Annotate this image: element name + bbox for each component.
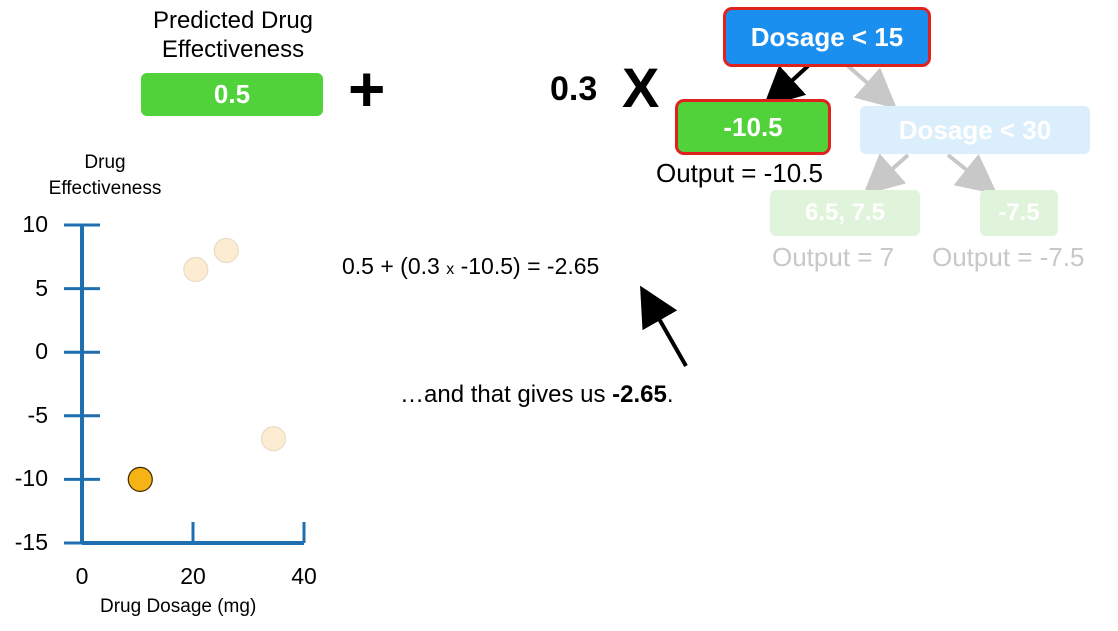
x-tick-label: 20 — [180, 563, 206, 589]
x-axis-label: Drug Dosage (mg) — [100, 596, 257, 617]
tree-left-leaf: -10.5 — [678, 102, 828, 152]
y-tick-label: -10 — [14, 465, 48, 492]
y-tick-label: -15 — [14, 529, 48, 555]
learning-rate: 0.3 — [550, 70, 598, 108]
highlighted-data-point — [127, 466, 153, 492]
predicted-value-box: 0.5 — [141, 73, 323, 116]
tree-root-node: Dosage < 15 — [726, 10, 928, 64]
caption: …and that gives us -2.65. — [400, 381, 674, 409]
multiply-sign: X — [622, 56, 660, 119]
y-tick-label: 0 — [35, 338, 48, 365]
caption-suffix: . — [666, 381, 674, 408]
arrow-right-right — [946, 153, 998, 195]
arrow-to-result — [640, 285, 688, 367]
y-axis-label: Drug Effectiveness — [48, 152, 162, 199]
predicted-effectiveness-title: Predicted Drug Effectiveness — [152, 7, 314, 63]
equation: 0.5 + (0.3 x -10.5) = -2.65 — [342, 253, 599, 280]
caption-prefix: …and that gives us — [400, 381, 613, 408]
y-tick-label: 5 — [35, 274, 48, 301]
equation-right: -10.5) = -2.65 — [460, 253, 600, 279]
tree-right-node: Dosage < 30 — [860, 106, 1090, 154]
data-point — [260, 426, 287, 452]
y-tick-label: -5 — [27, 401, 48, 428]
arrow-root-left — [763, 64, 810, 108]
tree-right-right-output: Output = -7.5 — [932, 242, 1085, 272]
equation-times: x — [446, 261, 455, 278]
arrow-right-left — [863, 153, 910, 195]
x-tick-label: 0 — [75, 563, 89, 589]
y-tick-label: 10 — [22, 211, 48, 237]
arrow-root-right — [846, 64, 898, 109]
data-point — [213, 237, 239, 264]
equation-left: 0.5 + (0.3 — [342, 253, 440, 279]
data-point — [183, 256, 209, 283]
tree-right-left-leaf: 6.5, 7.5 — [770, 190, 920, 236]
tree-right-left-output: Output = 7 — [772, 242, 895, 272]
tree-right-right-leaf: -7.5 — [980, 190, 1058, 236]
caption-value: -2.65 — [612, 381, 667, 408]
plus-sign: + — [348, 53, 386, 125]
x-tick-label: 40 — [291, 563, 317, 589]
tree-left-output: Output = -10.5 — [656, 158, 823, 188]
